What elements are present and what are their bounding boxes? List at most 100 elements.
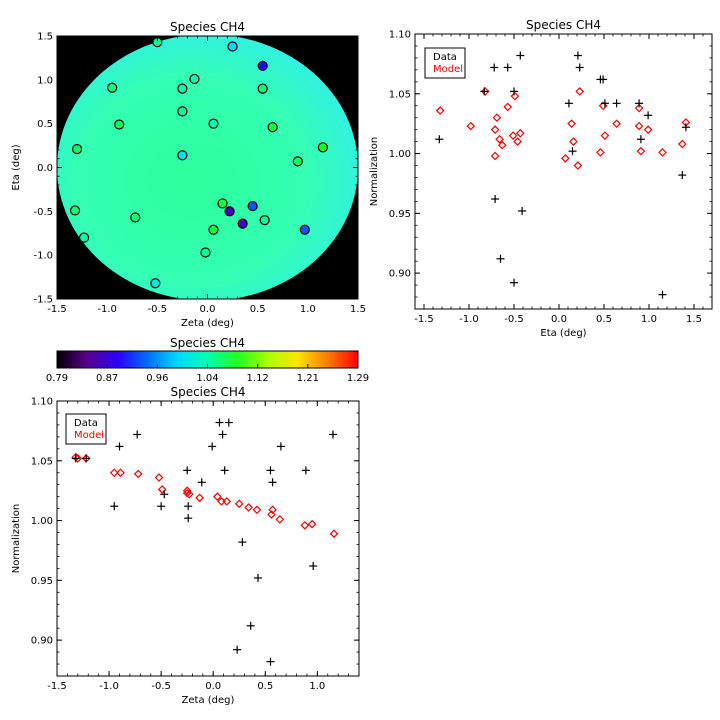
data-point-plus (599, 75, 608, 84)
x-tick-label: -1.0 (99, 681, 119, 692)
map-source-point (177, 83, 188, 94)
data-point-plus (253, 573, 262, 582)
map-source-point (130, 212, 141, 223)
x-axis-label: Zeta (deg) (181, 318, 234, 329)
model-point-diamond (252, 505, 262, 515)
map-source-point (150, 278, 161, 289)
model-point-diamond (573, 161, 583, 170)
data-point-plus (435, 135, 444, 144)
legend-box (65, 413, 107, 445)
data-point-plus (568, 147, 577, 156)
y-tick-label: 1.05 (389, 89, 411, 100)
data-point-plus (681, 123, 690, 132)
eta-normalization-panel: -1.5 -1.0 -0.5 0.0 0.5 1.0 1.5 0.90 0.95 1.00 1.05… (369, 18, 713, 339)
model-point-diamond (495, 134, 504, 144)
model-point-diamond (244, 503, 253, 512)
model-point-diamond (222, 497, 232, 506)
map-source-point (208, 224, 219, 235)
x-tick-label: -1.5 (414, 314, 434, 325)
data-point-plus (573, 51, 582, 60)
map-source-point (208, 118, 219, 129)
x-axis-label: Eta (deg) (540, 328, 586, 339)
y-tick-label: 0.0 (37, 163, 53, 174)
data-point-plus (516, 51, 525, 60)
model-point-diamond (490, 151, 500, 161)
model-point-diamond (569, 137, 578, 146)
model-point-diamond (612, 119, 621, 129)
x-tick-label: 0.0 (551, 314, 567, 325)
y-tick-label: -1.0 (33, 251, 53, 262)
data-point-plus (328, 430, 337, 439)
map-source-point (177, 150, 188, 161)
colorbar-title: Species CH4 (170, 336, 245, 350)
map-field-disk (57, 36, 358, 299)
data-point-plus (220, 466, 229, 475)
legend-data-label: Data (433, 52, 457, 63)
y-tick-label: 0.95 (389, 209, 411, 220)
data-point-plus (218, 430, 227, 439)
data-point-plus (115, 442, 124, 451)
chart-title: Species CH4 (526, 18, 601, 32)
map-source-point (257, 60, 268, 71)
colorbar-tick-label: 1.12 (247, 373, 269, 384)
model-point-diamond (234, 499, 244, 509)
model-point-diamond (560, 153, 570, 163)
model-point-diamond (182, 488, 192, 498)
y-axis-label: Normalization (369, 137, 380, 207)
model-point-diamond (503, 102, 513, 112)
x-tick-label: 0.0 (205, 681, 221, 692)
x-tick-label: -1.0 (459, 314, 479, 325)
y-tick-label: 1.0 (37, 75, 53, 86)
model-point-diamond (182, 486, 192, 496)
legend-box (424, 47, 466, 79)
data-point-plus (184, 502, 193, 511)
colorbar-tick-label: 1.29 (347, 373, 369, 384)
colorbar-panel: Species CH4 0.79 0.87 0.96 1.04 1.12 1.21 1.29 (46, 336, 369, 384)
model-point-diamond (213, 492, 222, 502)
map-source-point (107, 82, 118, 93)
data-point-plus (157, 502, 166, 511)
colorbar-tick-label: 1.21 (297, 373, 319, 384)
data-point-plus (491, 195, 500, 203)
data-point-plus (276, 442, 285, 451)
x-tick-label: -1.5 (47, 681, 67, 692)
sky-map-panel: -1.5 -1.0 -0.5 0.0 0.5 1.0 1.5 -1.5 -1.0 -0.5 0.0 0… (11, 20, 366, 329)
legend-model-label: Model (433, 64, 463, 75)
y-tick-label: 1.00 (31, 516, 53, 527)
legend-model-label: Model (74, 430, 104, 441)
data-point-plus (133, 430, 142, 439)
model-point-diamond (268, 505, 277, 515)
data-point-plus (246, 621, 255, 630)
y-tick-label: 0.5 (37, 119, 53, 130)
map-source-point (259, 215, 270, 226)
y-tick-label: 1.10 (389, 30, 411, 41)
model-point-diamond (307, 519, 317, 529)
map-source-point (78, 232, 90, 243)
data-point-plus (160, 490, 169, 499)
model-point-diamond (600, 131, 610, 140)
y-tick-label: 0.95 (31, 576, 53, 587)
data-point-plus (197, 478, 206, 487)
y-tick-label: 0.90 (31, 636, 53, 647)
plot-frame (56, 400, 360, 677)
y-tick-label: 1.10 (31, 397, 53, 408)
model-point-diamond (515, 128, 525, 138)
data-point-plus (635, 99, 644, 108)
data-point-plus (184, 514, 193, 523)
model-point-diamond (677, 139, 687, 149)
y-axis-label: Normalization (11, 504, 22, 574)
data-point-plus (215, 418, 224, 427)
y-tick-label: -0.5 (33, 207, 53, 218)
x-tick-label: 0.0 (200, 304, 216, 315)
data-point-plus (71, 454, 80, 463)
colorbar-tick-label: 0.87 (96, 373, 118, 384)
map-source-point (224, 206, 235, 217)
x-tick-label: 1.5 (350, 304, 366, 315)
model-point-diamond (634, 103, 644, 113)
map-source-point (217, 198, 228, 209)
model-point-diamond (658, 148, 667, 157)
map-source-point (257, 83, 268, 94)
data-point-plus (224, 418, 233, 427)
model-point-diamond (636, 146, 646, 156)
